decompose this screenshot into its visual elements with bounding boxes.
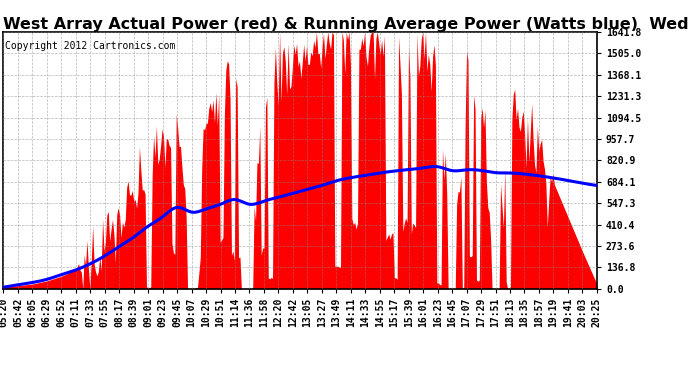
Text: Copyright 2012 Cartronics.com: Copyright 2012 Cartronics.com <box>5 41 175 51</box>
Text: West Array Actual Power (red) & Running Average Power (Watts blue)  Wed Jul 4 20: West Array Actual Power (red) & Running … <box>3 17 690 32</box>
